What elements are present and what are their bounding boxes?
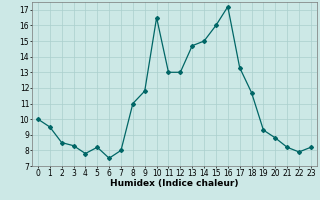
X-axis label: Humidex (Indice chaleur): Humidex (Indice chaleur): [110, 179, 239, 188]
